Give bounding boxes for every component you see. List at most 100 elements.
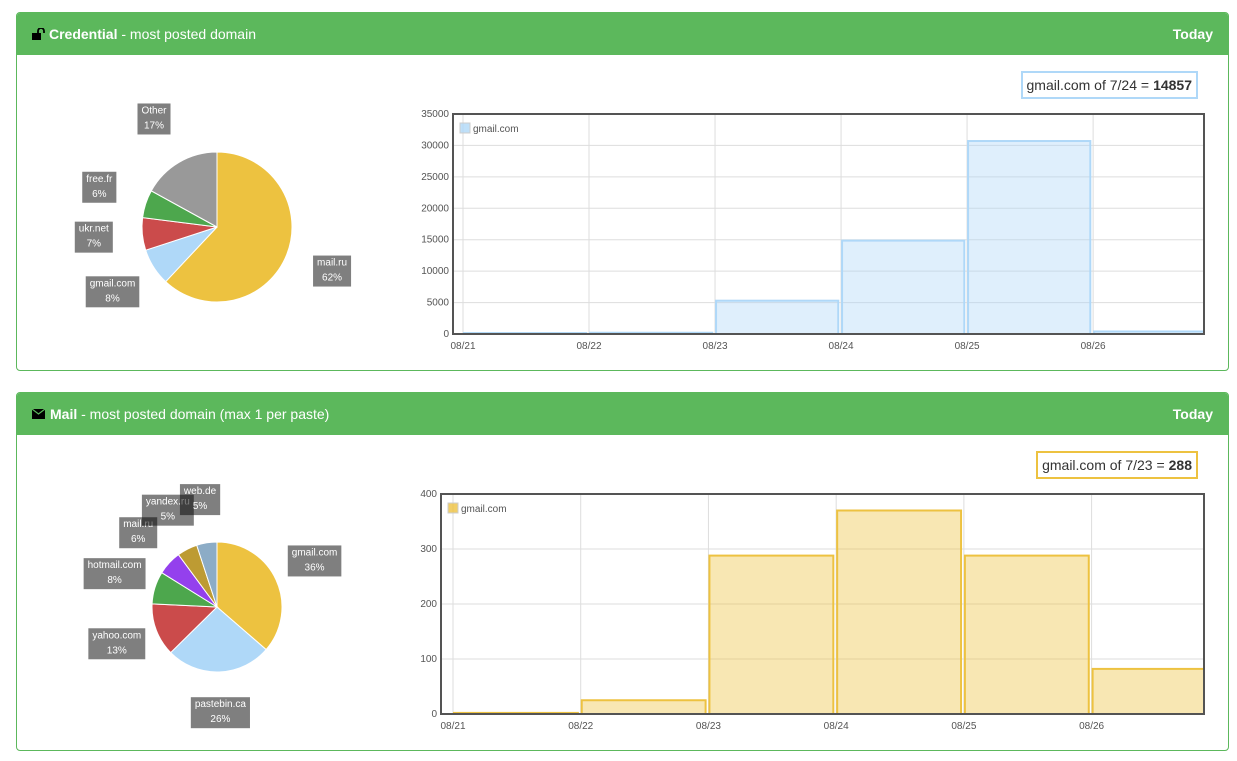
x-tick-label: 08/24 bbox=[829, 341, 854, 352]
plot-frame bbox=[440, 493, 1205, 715]
pie-label-name: ukr.net bbox=[79, 224, 109, 235]
x-tick-label: 08/21 bbox=[450, 341, 475, 352]
x-tick-label: 08/26 bbox=[1079, 721, 1104, 732]
pie-label-box bbox=[137, 103, 171, 135]
pie-slice bbox=[150, 151, 218, 228]
pie-label: ukr.net 7% bbox=[74, 221, 113, 253]
pie-slice bbox=[164, 151, 293, 303]
lock-icon bbox=[32, 27, 45, 40]
pie-label: web.de 5% bbox=[179, 484, 221, 516]
legend-label: gmail.com bbox=[461, 504, 507, 515]
panel: Credential - most posted domain Today ma… bbox=[16, 12, 1229, 371]
bar bbox=[963, 554, 1090, 715]
y-tick-label: 200 bbox=[420, 599, 437, 610]
period[interactable]: Today bbox=[1172, 26, 1213, 42]
y-tick-label: 300 bbox=[420, 544, 437, 555]
pie-label-name: yahoo.com bbox=[92, 630, 141, 641]
pie-label-value: 8% bbox=[105, 293, 120, 304]
pie-label-name: hotmail.com bbox=[88, 560, 142, 571]
bar bbox=[715, 299, 840, 335]
pie-label-value: 5% bbox=[161, 512, 176, 523]
pie-slice bbox=[216, 541, 283, 651]
y-tick-label: 400 bbox=[420, 489, 437, 500]
pie-label-name: gmail.com bbox=[90, 278, 136, 289]
pie-label-box bbox=[74, 221, 113, 253]
panel: Mail - most posted domain (max 1 per pas… bbox=[16, 392, 1229, 751]
pie-label-box bbox=[83, 558, 146, 590]
pie-label-name: pastebin.ca bbox=[195, 699, 247, 710]
tooltip: gmail.com of 7/23 = 288 bbox=[1036, 451, 1198, 479]
pie-label-value: 6% bbox=[92, 189, 107, 200]
x-tick-label: 08/26 bbox=[1081, 341, 1106, 352]
pie-slice bbox=[196, 541, 218, 608]
pie-label-box bbox=[82, 171, 117, 203]
panel-charts: mail.ru 62% gmail.com 8% ukr.net 7% free.fr 6% O… bbox=[74, 103, 1206, 352]
panel-title: Mail bbox=[50, 406, 78, 422]
y-tick-label: 30000 bbox=[421, 140, 449, 151]
pie-label-name: gmail.com bbox=[292, 547, 338, 558]
pie-label-value: 13% bbox=[107, 645, 127, 656]
panel-subtitle: - most posted domain bbox=[121, 26, 256, 42]
pie-label-name: Other bbox=[141, 105, 167, 116]
y-tick-label: 100 bbox=[420, 654, 437, 665]
pie-label: yahoo.com 13% bbox=[88, 628, 146, 660]
x-tick-label: 08/25 bbox=[951, 721, 976, 732]
pie-label-name: web.de bbox=[183, 486, 217, 497]
pie-label-value: 62% bbox=[322, 273, 342, 284]
pie-label-value: 5% bbox=[193, 501, 208, 512]
pie-label: gmail.com 8% bbox=[85, 276, 140, 308]
pie-label-box bbox=[287, 545, 342, 577]
pie-label-box bbox=[190, 697, 250, 729]
legend-swatch bbox=[459, 122, 471, 134]
bar bbox=[580, 699, 707, 715]
pie-label-name: mail.ru bbox=[123, 519, 153, 530]
pie-label-value: 7% bbox=[87, 239, 102, 250]
legend-label: gmail.com bbox=[473, 124, 519, 135]
pie-slice bbox=[169, 606, 267, 673]
y-tick-label: 35000 bbox=[421, 109, 449, 120]
pie-label-value: 6% bbox=[131, 534, 146, 545]
tooltip-text: gmail.com of 7/23 = bbox=[1042, 457, 1165, 473]
panel-charts: gmail.com 36% pastebin.ca 26% yahoo.com 13% ho… bbox=[83, 484, 1206, 732]
period[interactable]: Today bbox=[1172, 406, 1213, 422]
panel-title: Credential bbox=[49, 26, 118, 42]
tooltip: gmail.com of 7/24 = 14857 bbox=[1020, 71, 1198, 99]
x-tick-label: 08/23 bbox=[696, 721, 721, 732]
pie-label: hotmail.com 8% bbox=[83, 558, 146, 590]
y-tick-label: 0 bbox=[443, 329, 449, 340]
legend-swatch bbox=[447, 502, 459, 514]
pie-label-value: 17% bbox=[144, 120, 164, 131]
pie-label: Other 17% bbox=[137, 103, 171, 135]
pie-label: pastebin.ca 26% bbox=[190, 697, 250, 729]
pie-label-value: 36% bbox=[305, 562, 325, 573]
y-tick-label: 25000 bbox=[421, 172, 449, 183]
bar bbox=[841, 239, 966, 335]
tooltip-value: 288 bbox=[1168, 457, 1192, 473]
x-tick-label: 08/23 bbox=[703, 341, 728, 352]
tooltip-text: gmail.com of 7/24 = bbox=[1026, 77, 1150, 93]
x-tick-label: 08/21 bbox=[440, 721, 465, 732]
x-tick-label: 08/22 bbox=[568, 721, 593, 732]
y-tick-label: 0 bbox=[431, 709, 437, 720]
panel-header: Credential - most posted domain Today bbox=[17, 13, 1228, 55]
pie-label-box bbox=[313, 255, 352, 287]
x-tick-label: 08/24 bbox=[824, 721, 849, 732]
pie-label: mail.ru 62% bbox=[313, 255, 352, 287]
panel-header: Mail - most posted domain (max 1 per pas… bbox=[17, 393, 1228, 435]
pie-label-value: 26% bbox=[210, 714, 230, 725]
x-tick-label: 08/22 bbox=[577, 341, 602, 352]
bar bbox=[967, 140, 1092, 336]
pie-label-box bbox=[179, 484, 221, 516]
envelope-icon bbox=[31, 408, 46, 419]
y-tick-label: 10000 bbox=[421, 266, 449, 277]
pie-label: free.fr 6% bbox=[82, 171, 117, 203]
y-tick-label: 15000 bbox=[421, 235, 449, 246]
panel-subtitle: - most posted domain (max 1 per paste) bbox=[81, 406, 330, 422]
bar bbox=[836, 509, 963, 715]
pie-label-box bbox=[85, 276, 140, 308]
pie-label-value: 8% bbox=[107, 575, 122, 586]
y-tick-label: 20000 bbox=[421, 203, 449, 214]
pie-label: gmail.com 36% bbox=[287, 545, 342, 577]
tooltip-value: 14857 bbox=[1153, 77, 1192, 93]
pie-label-name: mail.ru bbox=[317, 258, 347, 269]
